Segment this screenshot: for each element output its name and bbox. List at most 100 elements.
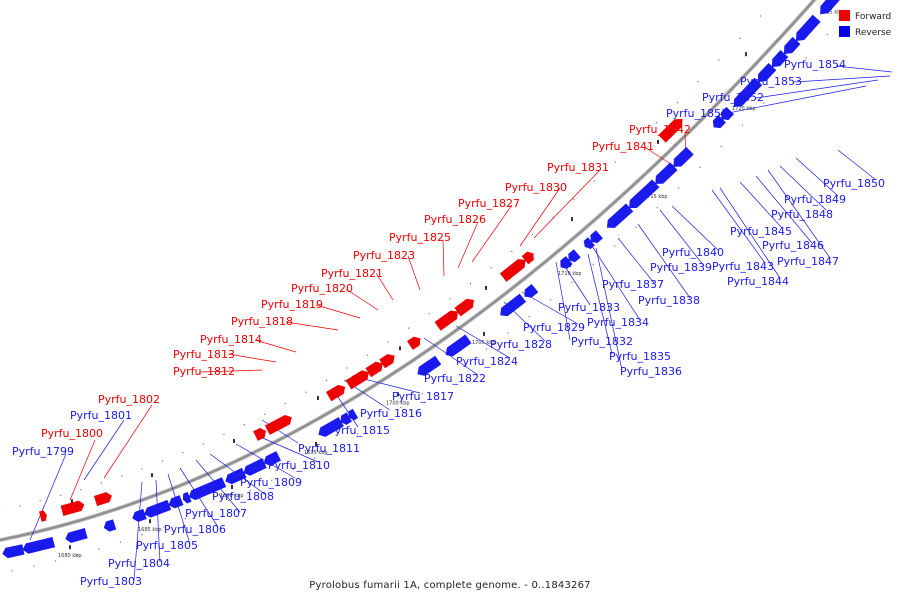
- gene-label-pyrfu-1849[interactable]: Pyrfu_1849: [784, 193, 846, 206]
- gene-label-pyrfu-1848[interactable]: Pyrfu_1848: [771, 208, 833, 221]
- reverse-gene[interactable]: [783, 36, 801, 55]
- forward-gene[interactable]: [658, 118, 683, 143]
- forward-gene[interactable]: [454, 298, 474, 317]
- gene-blocks[interactable]: [2, 0, 900, 559]
- gene-label-pyrfu-1845[interactable]: Pyrfu_1845: [730, 225, 792, 238]
- gene-label-pyrfu-1838[interactable]: Pyrfu_1838: [638, 294, 700, 307]
- gene-label-pyrfu-1799[interactable]: Pyrfu_1799: [12, 445, 74, 458]
- forward-gene[interactable]: [93, 492, 112, 507]
- reverse-gene[interactable]: [655, 162, 678, 184]
- gene-label-pyrfu-1804[interactable]: Pyrfu_1804: [108, 557, 170, 570]
- reverse-gene[interactable]: [583, 237, 595, 249]
- gene-label-pyrfu-1819[interactable]: Pyrfu_1819: [261, 298, 323, 311]
- gene-label-pyrfu-1813[interactable]: Pyrfu_1813: [173, 348, 235, 361]
- reverse-gene[interactable]: [733, 77, 763, 108]
- reverse-gene[interactable]: [606, 203, 634, 228]
- reverse-gene[interactable]: [629, 179, 660, 208]
- reverse-gene[interactable]: [524, 283, 539, 298]
- reverse-gene[interactable]: [243, 458, 267, 476]
- reverse-gene[interactable]: [263, 451, 282, 466]
- reverse-gene[interactable]: [417, 355, 442, 376]
- forward-gene[interactable]: [325, 384, 346, 402]
- forward-gene[interactable]: [499, 259, 526, 282]
- reverse-gene[interactable]: [560, 256, 573, 269]
- reverse-gene[interactable]: [144, 499, 172, 518]
- gene-label-pyrfu-1817[interactable]: Pyrfu_1817: [392, 390, 454, 403]
- reverse-gene[interactable]: [225, 467, 247, 485]
- gene-label-pyrfu-1844[interactable]: Pyrfu_1844: [727, 275, 789, 288]
- gene-label-pyrfu-1851[interactable]: Pyrfu_1851: [666, 107, 728, 120]
- forward-gene[interactable]: [521, 251, 534, 265]
- gene-label-pyrfu-1852[interactable]: Pyrfu_1852: [702, 91, 764, 104]
- reverse-gene[interactable]: [22, 536, 56, 554]
- forward-gene[interactable]: [264, 414, 292, 435]
- gene-label-pyrfu-1807[interactable]: Pyrfu_1807: [185, 507, 247, 520]
- gene-label-pyrfu-1818[interactable]: Pyrfu_1818: [231, 315, 293, 328]
- reverse-gene[interactable]: [795, 14, 821, 42]
- reverse-gene[interactable]: [712, 115, 726, 129]
- forward-gene[interactable]: [39, 510, 47, 522]
- reverse-gene[interactable]: [348, 408, 359, 421]
- gene-label-pyrfu-1805[interactable]: Pyrfu_1805: [136, 539, 198, 552]
- gene-label-pyrfu-1843[interactable]: Pyrfu_1843: [712, 260, 774, 273]
- reverse-gene[interactable]: [820, 0, 845, 15]
- reverse-gene[interactable]: [103, 519, 117, 532]
- gene-label-pyrfu-1829[interactable]: Pyrfu_1829: [523, 321, 585, 334]
- reverse-gene[interactable]: [445, 334, 472, 357]
- gene-label-pyrfu-1847[interactable]: Pyrfu_1847: [777, 255, 839, 268]
- gene-label-pyrfu-1842[interactable]: Pyrfu_1842: [629, 123, 691, 136]
- reverse-gene[interactable]: [771, 49, 789, 68]
- gene-label-pyrfu-1826[interactable]: Pyrfu_1826: [424, 213, 486, 226]
- gene-label-pyrfu-1800[interactable]: Pyrfu_1800: [41, 427, 103, 440]
- forward-gene[interactable]: [345, 370, 369, 390]
- gene-label-pyrfu-1811[interactable]: Pyrfu_1811: [298, 442, 360, 455]
- reverse-gene[interactable]: [182, 491, 192, 504]
- gene-label-pyrfu-1820[interactable]: Pyrfu_1820: [291, 282, 353, 295]
- gene-label-pyrfu-1850[interactable]: Pyrfu_1850: [823, 177, 885, 190]
- gene-label-pyrfu-1830[interactable]: Pyrfu_1830: [505, 181, 567, 194]
- gene-label-pyrfu-1854[interactable]: Pyrfu_1854: [784, 58, 846, 71]
- gene-label-pyrfu-1835[interactable]: Pyrfu_1835: [609, 350, 671, 363]
- gene-label-pyrfu-1816[interactable]: Pyrfu_1816: [360, 407, 422, 420]
- gene-label-pyrfu-1840[interactable]: Pyrfu_1840: [662, 246, 724, 259]
- gene-label-pyrfu-1853[interactable]: Pyrfu_1853: [740, 75, 802, 88]
- reverse-gene[interactable]: [590, 230, 603, 244]
- reverse-gene[interactable]: [168, 495, 184, 509]
- reverse-gene[interactable]: [500, 293, 527, 317]
- gene-label-pyrfu-1825[interactable]: Pyrfu_1825: [389, 231, 451, 244]
- gene-label-pyrfu-1801[interactable]: Pyrfu_1801: [70, 409, 132, 422]
- gene-label-pyrfu-1803[interactable]: Pyrfu_1803: [80, 575, 142, 588]
- gene-label-pyrfu-1837[interactable]: Pyrfu_1837: [602, 278, 664, 291]
- gene-label-pyrfu-1832[interactable]: Pyrfu_1832: [571, 335, 633, 348]
- reverse-gene[interactable]: [65, 528, 88, 543]
- gene-label-pyrfu-1841[interactable]: Pyrfu_1841: [592, 140, 654, 153]
- gene-label-pyrfu-1802[interactable]: Pyrfu_1802: [98, 393, 160, 406]
- gene-label-pyrfu-1833[interactable]: Pyrfu_1833: [558, 301, 620, 314]
- forward-gene[interactable]: [60, 500, 85, 516]
- gene-label-pyrfu-1810[interactable]: Pyrfu_1810: [268, 459, 330, 472]
- gene-label-pyrfu-1827[interactable]: Pyrfu_1827: [458, 197, 520, 210]
- gene-label-pyrfu-1808[interactable]: Pyrfu_1808: [212, 490, 274, 503]
- gene-label-pyrfu-1836[interactable]: Pyrfu_1836: [620, 365, 682, 378]
- gene-label-pyrfu-1806[interactable]: Pyrfu_1806: [164, 523, 226, 536]
- forward-gene[interactable]: [379, 354, 395, 369]
- gene-label-pyrfu-1824[interactable]: Pyrfu_1824: [456, 355, 518, 368]
- reverse-gene[interactable]: [673, 146, 694, 167]
- reverse-gene[interactable]: [720, 106, 735, 121]
- reverse-gene[interactable]: [340, 412, 353, 425]
- gene-label-pyrfu-1839[interactable]: Pyrfu_1839: [650, 261, 712, 274]
- gene-label-pyrfu-1828[interactable]: Pyrfu_1828: [490, 338, 552, 351]
- gene-label-pyrfu-1814[interactable]: Pyrfu_1814: [200, 333, 262, 346]
- gene-label-pyrfu-1834[interactable]: Pyrfu_1834: [587, 316, 649, 329]
- gene-label-pyrfu-1831[interactable]: Pyrfu_1831: [547, 161, 609, 174]
- forward-gene[interactable]: [406, 336, 421, 350]
- gene-label-pyrfu-1822[interactable]: Pyrfu_1822: [424, 372, 486, 385]
- gene-label-pyrfu-1809[interactable]: Pyrfu_1809: [240, 476, 302, 489]
- forward-gene[interactable]: [365, 361, 383, 378]
- forward-gene[interactable]: [434, 310, 459, 331]
- gene-label-pyrfu-1815[interactable]: Pyrfu_1815: [328, 424, 390, 437]
- gene-label-pyrfu-1823[interactable]: Pyrfu_1823: [353, 249, 415, 262]
- gene-label-pyrfu-1821[interactable]: Pyrfu_1821: [321, 267, 383, 280]
- reverse-gene[interactable]: [568, 249, 581, 263]
- reverse-gene[interactable]: [757, 62, 777, 83]
